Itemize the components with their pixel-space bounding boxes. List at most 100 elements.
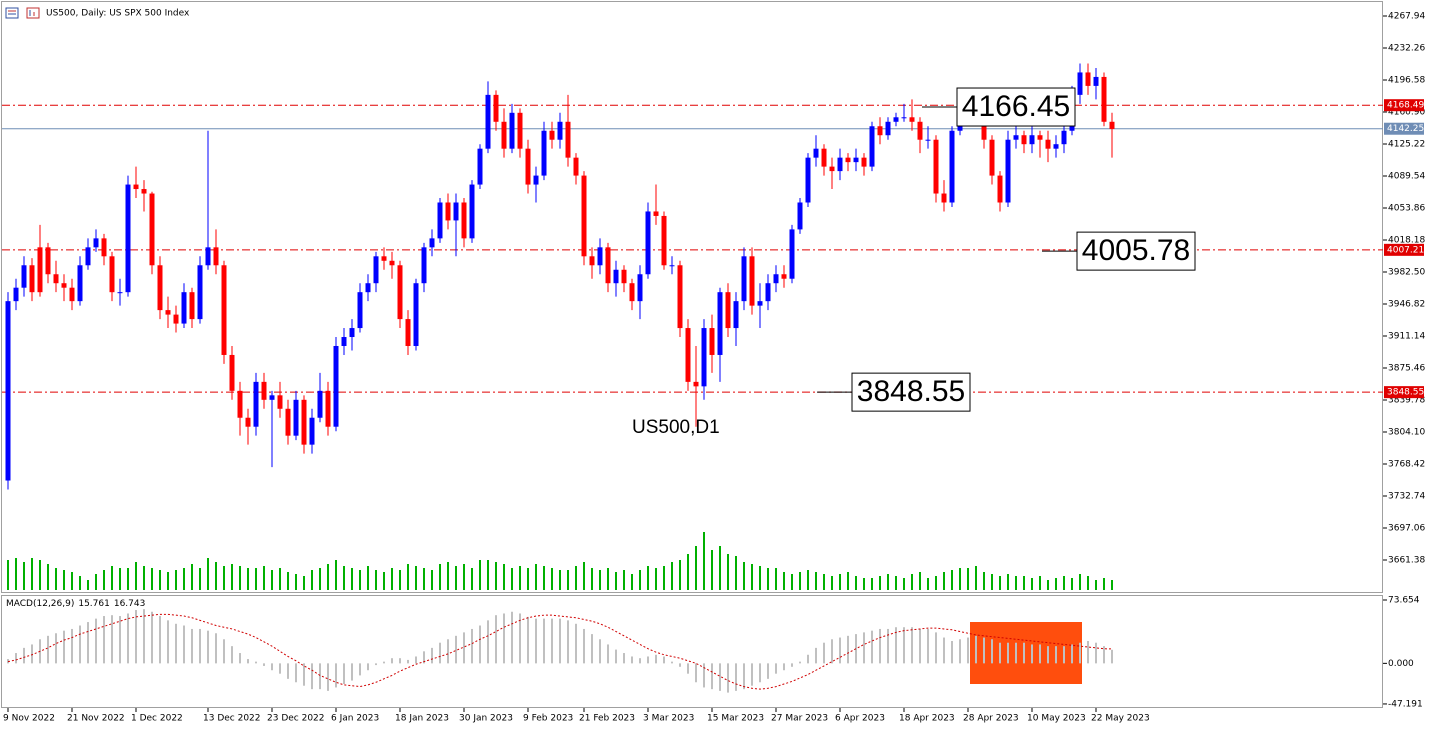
volume-bar (911, 574, 913, 590)
volume-bar (927, 578, 929, 590)
candle-body (909, 117, 915, 122)
volume-bar (399, 570, 401, 590)
volume-bar (863, 578, 865, 590)
volume-bar (383, 572, 385, 590)
y-tick-label: 3732.74 (1388, 492, 1425, 502)
candle-body (189, 292, 195, 320)
candle-body (221, 265, 227, 355)
candle-body (677, 265, 683, 329)
volume-bar (687, 554, 689, 590)
candle-body (517, 112, 523, 149)
candle-body (797, 202, 803, 230)
y-tick-label: 4125.22 (1388, 140, 1425, 150)
candle-body (885, 121, 891, 136)
candle-body (813, 148, 819, 158)
candle-body (253, 381, 259, 427)
volume-bar (671, 562, 673, 590)
volume-bar (991, 574, 993, 590)
volume-bar (47, 564, 49, 590)
volume-bar (791, 574, 793, 590)
candle-body (461, 202, 467, 239)
price-tag (1384, 386, 1424, 399)
volume-bar (31, 558, 33, 590)
candle-body (989, 139, 995, 176)
price-tag (1384, 122, 1424, 135)
signal-line (7, 613, 1113, 690)
volume-bar (575, 566, 577, 590)
candle-body (109, 256, 115, 293)
candle-body (597, 247, 603, 266)
volume-bar (767, 568, 769, 590)
candle-body (1029, 135, 1035, 145)
volume-bar (1031, 578, 1033, 590)
volume-bar (135, 562, 137, 590)
candle-body (1085, 72, 1091, 86)
volume-bar (503, 564, 505, 590)
volume-bar (327, 564, 329, 590)
volume-bar (975, 566, 977, 590)
candle-body (997, 175, 1003, 203)
volume-bar (471, 568, 473, 590)
x-tick-label: 6 Apr 2023 (835, 714, 885, 724)
candle-body (1109, 121, 1115, 129)
candle-body (589, 256, 595, 266)
volume-bar (103, 570, 105, 590)
volume-bar (743, 562, 745, 590)
volume-bar (303, 576, 305, 590)
candle-body (285, 408, 291, 436)
candle-body (269, 395, 275, 400)
candle-body (125, 184, 131, 293)
volume-bar (447, 562, 449, 590)
volume-bar (119, 568, 121, 590)
candle-body (141, 189, 147, 194)
volume-bar (599, 570, 601, 590)
volume-bar (23, 562, 25, 590)
y-tick-label: 4018.18 (1388, 236, 1425, 246)
volume-bar (199, 568, 201, 590)
y-tick-label: 3661.38 (1388, 556, 1425, 566)
candle-body (429, 238, 435, 248)
x-tick-label: 13 Dec 2022 (203, 714, 261, 724)
candle-body (869, 126, 875, 167)
symbol-label: US500,D1 (632, 417, 720, 438)
x-tick-label: 18 Apr 2023 (899, 714, 955, 724)
header-icons (5, 7, 40, 19)
candle-body (469, 184, 475, 239)
volume-bar (1015, 576, 1017, 590)
candle-body (1093, 76, 1099, 86)
volume-bar (887, 574, 889, 590)
price-tag-label: 4142.25 (1387, 124, 1424, 134)
candle-body (333, 345, 339, 427)
candle-body (805, 157, 811, 203)
volume-bar (1095, 580, 1097, 590)
volume-bar (751, 564, 753, 590)
candle-body (637, 274, 643, 302)
volume-bar (1087, 576, 1089, 590)
candle-body (421, 247, 427, 284)
volume-bar (1047, 580, 1049, 590)
candle-body (1077, 72, 1083, 95)
volume-bar (679, 560, 681, 590)
volume-bar (439, 564, 441, 590)
candle-body (437, 202, 443, 239)
volume-bar (455, 566, 457, 590)
volume-bar (287, 572, 289, 590)
volume-bar (295, 574, 297, 590)
macd-title-part: MACD(12,26,9) (6, 599, 74, 609)
volume-bar (919, 572, 921, 590)
volume-bar (567, 570, 569, 590)
y-tick-label: 3768.42 (1388, 460, 1425, 470)
candle-body (701, 328, 707, 387)
volume-bar (839, 574, 841, 590)
candle-body (613, 269, 619, 284)
volume-bar (1039, 576, 1041, 590)
volume-bar (415, 566, 417, 590)
volume-bar (391, 568, 393, 590)
candle-body (877, 126, 883, 136)
volume-bar (655, 568, 657, 590)
volume-bar (359, 570, 361, 590)
y-tick-label: 4267.94 (1388, 12, 1425, 22)
volume-bar (463, 564, 465, 590)
volume-bar (1111, 580, 1113, 590)
